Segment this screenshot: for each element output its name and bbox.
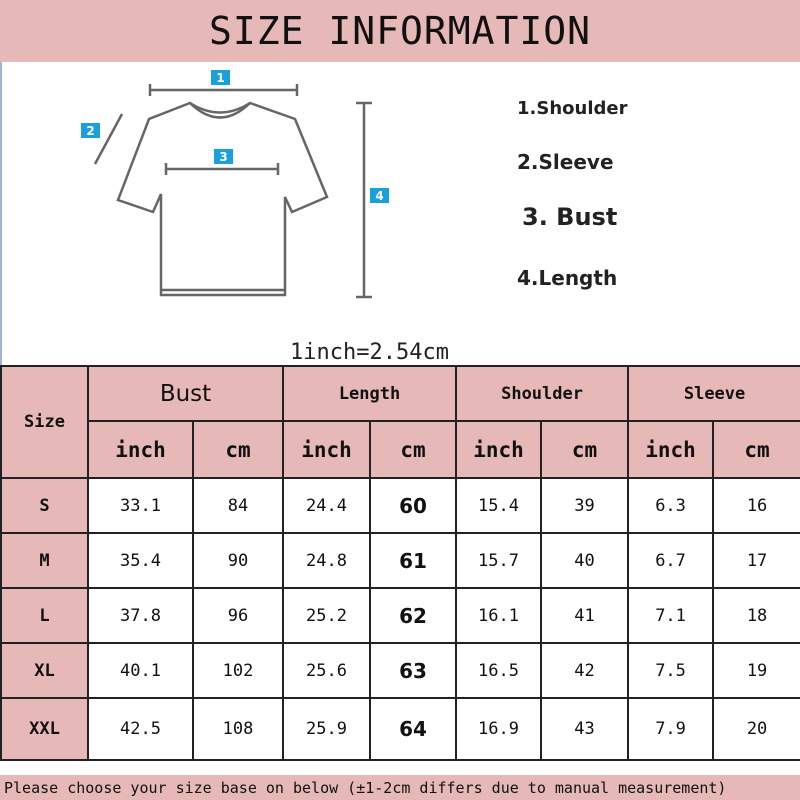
table-cell: 20 (712, 697, 800, 761)
table-cell: 61 (369, 532, 458, 589)
legend-bust: 3. Bust (522, 203, 618, 231)
table-cell: 24.8 (282, 532, 372, 589)
table-row: XL 40.1 102 25.6 63 16.5 42 7.5 19 (0, 642, 800, 699)
table-cell: 102 (191, 642, 285, 699)
marker-2: 2 (81, 123, 100, 138)
table-cell: 60 (369, 477, 458, 534)
unit-header: cm (191, 420, 285, 479)
table-cell: 6.7 (627, 532, 715, 589)
svg-text:1: 1 (216, 71, 224, 85)
table-cell: 7.9 (627, 697, 715, 761)
unit-header: inch (455, 420, 543, 479)
table-cell: 62 (369, 587, 458, 644)
table-cell: 90 (191, 532, 285, 589)
table-cell: 18 (712, 587, 800, 644)
group-header-shoulder: Shoulder (455, 365, 630, 422)
table-cell: 24.4 (282, 477, 372, 534)
table-row: L 37.8 96 25.2 62 16.1 41 7.1 18 (0, 587, 800, 644)
table-cell: 84 (191, 477, 285, 534)
table-cell: 17 (712, 532, 800, 589)
table-cell: 39 (540, 477, 630, 534)
table-cell: 25.9 (282, 697, 372, 761)
legend-length: 4.Length (517, 266, 618, 290)
table-cell: 40.1 (87, 642, 194, 699)
table-cell: 25.6 (282, 642, 372, 699)
marker-1: 1 (211, 70, 230, 85)
size-label: L (0, 587, 89, 644)
table-cell: 108 (191, 697, 285, 761)
table-cell: 16.5 (455, 642, 543, 699)
table-cell: 40 (540, 532, 630, 589)
table-cell: 33.1 (87, 477, 194, 534)
tshirt-diagram: 1 2 3 4 1.Shoulder 2.Sleeve 3. Bust 4.Le… (0, 62, 800, 365)
table-cell: 63 (369, 642, 458, 699)
unit-header: inch (627, 420, 715, 479)
unit-header: inch (87, 420, 194, 479)
size-header: Size (0, 365, 89, 479)
table-cell: 64 (369, 697, 458, 761)
table-cell: 7.5 (627, 642, 715, 699)
table-cell: 42 (540, 642, 630, 699)
table-cell: 16.1 (455, 587, 543, 644)
table-cell: 96 (191, 587, 285, 644)
group-header-length: Length (282, 365, 458, 422)
tshirt-illustration: 1 2 3 4 (81, 70, 389, 299)
table-cell: 15.4 (455, 477, 543, 534)
table-cell: 43 (540, 697, 630, 761)
footer-note: Please choose your size base on below (±… (0, 775, 800, 800)
size-label: XL (0, 642, 89, 699)
size-table: Size Bust Length Shoulder Sleeve inch cm… (0, 365, 800, 761)
svg-text:3: 3 (219, 150, 227, 164)
table-cell: 6.3 (627, 477, 715, 534)
group-header-sleeve: Sleeve (627, 365, 800, 422)
header-row-groups: Size Bust Length Shoulder Sleeve (0, 365, 800, 479)
table-cell: 37.8 (87, 587, 194, 644)
table-cell: 25.2 (282, 587, 372, 644)
table-row: S 33.1 84 24.4 60 15.4 39 6.3 16 (0, 477, 800, 534)
unit-header: cm (369, 420, 458, 479)
table-cell: 16.9 (455, 697, 543, 761)
table-row: XXL 42.5 108 25.9 64 16.9 43 7.9 20 (0, 697, 800, 761)
svg-text:2: 2 (86, 124, 94, 138)
table-cell: 41 (540, 587, 630, 644)
unit-header: cm (712, 420, 800, 479)
unit-header: cm (540, 420, 630, 479)
title-band: SIZE INFORMATION (0, 0, 800, 62)
table-cell: 19 (712, 642, 800, 699)
size-label: XXL (0, 697, 89, 761)
table-cell: 15.7 (455, 532, 543, 589)
size-label: M (0, 532, 89, 589)
marker-4: 4 (370, 188, 389, 203)
group-header-bust: Bust (86, 365, 285, 422)
table-cell: 7.1 (627, 587, 715, 644)
size-label: S (0, 477, 89, 534)
table-cell: 42.5 (87, 697, 194, 761)
legend-sleeve: 2.Sleeve (517, 150, 614, 174)
table-cell: 16 (712, 477, 800, 534)
unit-header: inch (282, 420, 372, 479)
marker-3: 3 (214, 149, 233, 164)
table-row: M 35.4 90 24.8 61 15.7 40 6.7 17 (0, 532, 800, 589)
svg-text:4: 4 (375, 189, 383, 203)
page-title: SIZE INFORMATION (208, 9, 592, 53)
table-cell: 35.4 (87, 532, 194, 589)
header-row-units: inch cm inch cm inch cm inch cm (1, 420, 800, 479)
legend-shoulder: 1.Shoulder (517, 98, 628, 119)
conversion-note: 1inch=2.54cm (290, 340, 449, 365)
